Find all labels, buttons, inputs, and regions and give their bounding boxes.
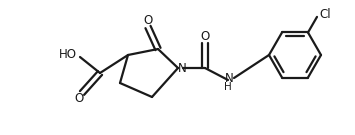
Text: Cl: Cl — [319, 8, 331, 21]
Text: O: O — [75, 92, 84, 105]
Text: N: N — [225, 72, 233, 85]
Text: H: H — [224, 82, 232, 92]
Text: O: O — [200, 30, 209, 43]
Text: O: O — [143, 14, 153, 26]
Text: HO: HO — [59, 48, 77, 62]
Text: N: N — [178, 63, 186, 75]
